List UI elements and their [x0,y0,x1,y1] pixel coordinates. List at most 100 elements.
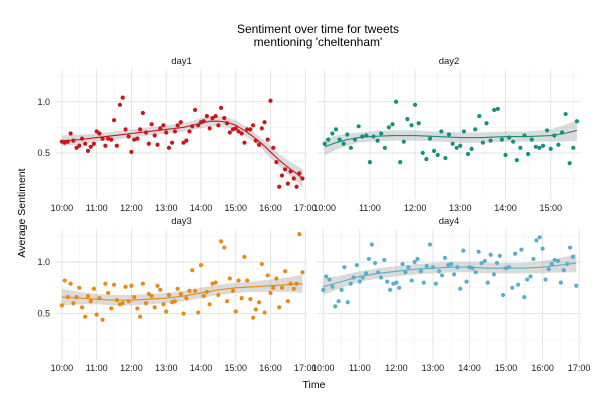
data-point [405,117,410,122]
facet-panel-day1: day1 10:00 11:00 12:00 13:00 14:00 15:00 16:00 1… [37,56,316,213]
data-point [465,151,471,157]
data-point [514,158,519,163]
data-point [546,267,551,272]
data-point [326,137,331,142]
data-point [409,278,414,283]
chart-title-line: mentioning 'cheltenham' [254,35,383,49]
data-point [354,263,359,268]
x-tick-label: 13:00 [155,203,178,213]
data-point [85,293,91,299]
data-point [322,141,327,146]
data-point [285,181,290,186]
data-point [120,301,125,306]
data-point [518,145,523,150]
data-point [476,249,481,254]
data-point [394,99,399,104]
data-point [251,315,256,320]
data-point [242,140,247,145]
data-point [522,294,527,300]
data-point [227,276,232,281]
x-tick-label: 11:00 [86,203,108,213]
data-point [570,254,576,259]
data-point [161,302,166,307]
data-point [327,277,332,282]
data-point [138,127,143,132]
data-point [88,299,93,304]
data-point [574,283,579,288]
data-point [77,143,82,148]
data-point [452,272,457,277]
data-point [111,282,117,287]
data-point [427,242,433,247]
data-point [279,173,285,178]
data-point [271,145,276,150]
data-point [333,127,339,132]
data-point [279,285,285,290]
data-point [83,314,88,319]
data-point [198,263,204,268]
data-point [461,248,466,253]
smooth-line [61,120,303,179]
data-point [367,160,372,165]
data-point [109,306,114,311]
data-point [499,137,504,142]
data-point [274,276,279,281]
data-point [170,140,175,145]
facet-strip-label: day3 [171,216,192,227]
x-tick-label: 14:00 [458,363,481,373]
data-point [373,260,378,266]
data-point [123,127,128,132]
data-point [454,145,459,150]
data-point [412,102,418,107]
data-point [494,260,500,266]
facet-strip-label: day4 [439,216,460,227]
data-point [184,138,189,143]
data-point [439,129,444,134]
y-axis-title: Average Sentiment [16,168,28,257]
data-point [256,300,262,305]
smooth-line [61,283,303,301]
data-point [477,113,482,119]
data-point [369,242,374,247]
facet-strip-label: day1 [171,56,192,67]
x-tick-label: 14:00 [190,203,213,213]
data-point [103,143,108,148]
data-point [446,132,452,137]
data-point [442,255,448,260]
data-point [152,133,157,138]
x-tick-label: 11:00 [86,363,108,373]
data-point [333,304,338,309]
y-tick-label: 1.0 [37,257,50,267]
data-point [62,278,67,283]
data-point [449,261,454,267]
data-point [291,176,296,181]
data-point [342,265,347,270]
x-tick-label: 12:00 [385,363,408,373]
data-point [242,254,247,259]
x-tick-label: 12:00 [404,203,427,213]
data-point [529,137,534,142]
data-point [100,317,105,322]
data-point [348,281,353,286]
data-point [433,281,438,286]
data-point [164,130,169,135]
data-point [450,141,455,146]
data-point [239,131,244,136]
x-tick-label: 14:00 [494,203,517,213]
confidence-band [323,253,577,296]
data-point [285,299,290,304]
data-point [336,299,341,304]
data-point [360,134,365,139]
confidence-band [61,116,303,188]
data-point [192,288,198,293]
data-point [337,137,342,142]
data-point [59,303,65,308]
data-point [400,261,405,267]
data-point [219,239,224,244]
data-point [321,287,326,292]
data-point [424,264,429,269]
data-point [366,256,372,262]
data-point [561,268,566,273]
data-point [164,309,169,314]
